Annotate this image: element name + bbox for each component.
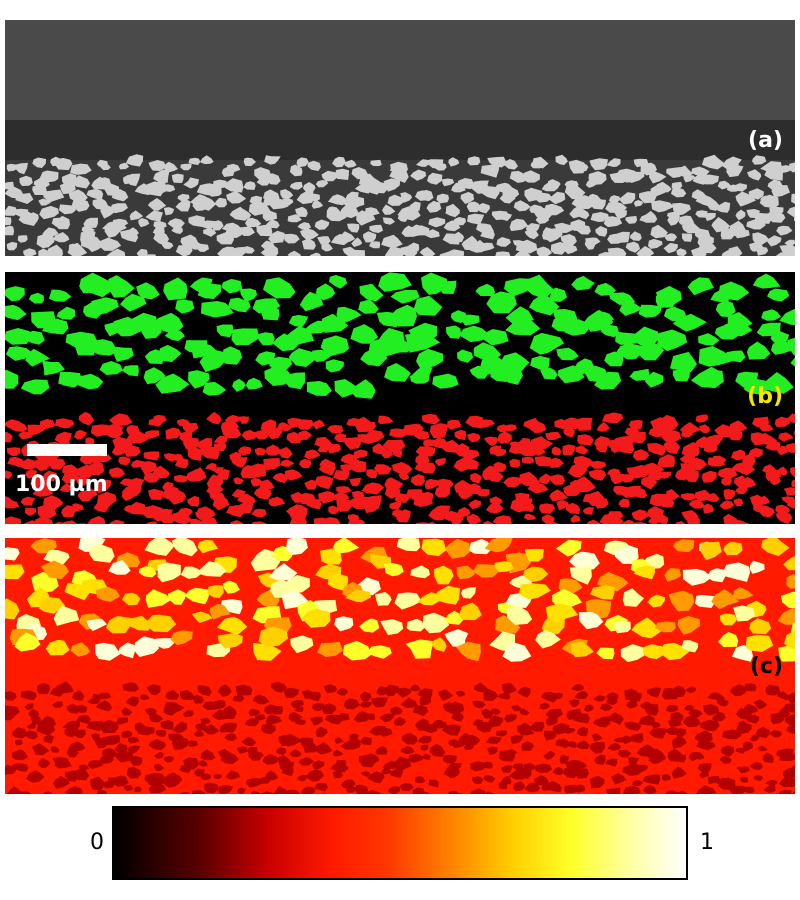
colorbar xyxy=(112,806,688,880)
panel-a-label: (a) xyxy=(748,128,783,153)
panel-c-label: (c) xyxy=(749,654,783,679)
panel-a-sem-image: (a) xyxy=(5,20,795,256)
colorbar-min-label: 0 xyxy=(90,830,104,855)
scale-bar-label: 100 µm xyxy=(15,472,108,497)
scale-bar xyxy=(27,444,107,456)
panel-b-segmentation: 100 µm (b) xyxy=(5,272,795,524)
sem-micrograph xyxy=(5,20,795,256)
colorbar-max-label: 1 xyxy=(700,830,714,855)
segmentation-map xyxy=(5,272,795,524)
panel-c-heatmap: (c) xyxy=(5,538,795,794)
heatmap-image xyxy=(5,538,795,794)
panel-b-label: (b) xyxy=(747,384,783,409)
